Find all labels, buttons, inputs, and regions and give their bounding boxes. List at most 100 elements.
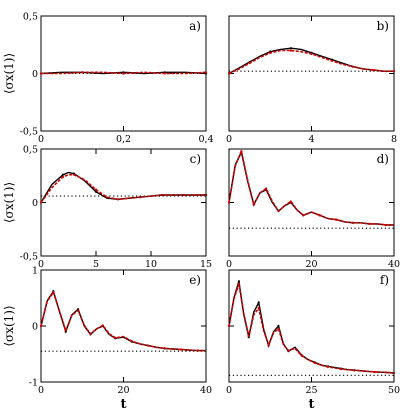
- data-point-red: [227, 72, 231, 75]
- y-tick-label: 0: [32, 69, 38, 80]
- data-point-red: [267, 343, 270, 347]
- data-point-red: [101, 324, 104, 327]
- y-axis-label: ⟨σx(1)⟩: [2, 182, 16, 223]
- x-tick-label: 0,4: [198, 134, 213, 145]
- x-tick-label: 0: [226, 134, 232, 145]
- x-tick-label: 10: [145, 259, 157, 270]
- panel-a: 0 0,2 0,4-0,500,5a)⟨σx(1)⟩: [2, 12, 214, 146]
- data-point-red: [252, 203, 255, 206]
- panel-label: c): [190, 152, 201, 166]
- panel-label: b): [377, 19, 389, 33]
- x-tick-label: 5: [93, 259, 99, 270]
- series-line-black: [40, 171, 206, 203]
- panel-label: d): [377, 152, 389, 166]
- x-tick-label: 20: [305, 259, 317, 270]
- data-point-red: [130, 340, 133, 343]
- data-point-red: [318, 214, 321, 217]
- data-point-black: [237, 280, 240, 283]
- data-point-red: [147, 344, 150, 347]
- data-point-red: [384, 223, 387, 227]
- data-point-black: [289, 47, 292, 50]
- data-point-red: [163, 72, 166, 75]
- data-point-red: [392, 371, 396, 375]
- data-point-red: [64, 329, 67, 332]
- y-axis-label: ⟨σx(1)⟩: [2, 305, 16, 346]
- y-axis-label: ⟨σx(1)⟩: [2, 53, 16, 94]
- panel-label: e): [189, 273, 201, 287]
- data-point-red: [368, 222, 371, 225]
- data-point-black: [61, 173, 65, 176]
- panel-d: 0 20 40 d): [226, 148, 400, 270]
- x-tick-label: 40: [388, 259, 400, 270]
- data-point-black: [257, 301, 260, 304]
- data-point-red: [116, 198, 120, 201]
- x-tick-label: 0: [226, 259, 232, 270]
- data-point-red: [240, 150, 243, 153]
- data-point-red: [351, 65, 354, 68]
- data-point-black: [277, 324, 280, 328]
- y-tick-label: 0,5: [23, 145, 38, 156]
- data-point-red: [313, 361, 316, 365]
- x-tick-label: 15: [200, 259, 212, 270]
- x-tick-label: 0,2: [116, 134, 131, 145]
- y-tick-label: 0: [32, 322, 38, 333]
- data-point-red: [287, 349, 290, 352]
- data-point-red: [392, 70, 396, 73]
- x-tick-label: 50: [388, 385, 400, 396]
- x-tick-label: 8: [391, 134, 397, 145]
- data-point-red: [114, 336, 117, 339]
- data-point-red: [160, 193, 164, 197]
- series-line-black: [228, 150, 394, 226]
- data-point-red: [265, 187, 268, 190]
- data-point-red: [227, 324, 231, 328]
- x-tick-label: 4: [308, 134, 314, 145]
- x-axis-label: t: [308, 397, 314, 412]
- data-point-red: [372, 68, 375, 72]
- data-point-red: [277, 327, 280, 330]
- panel-label: f): [380, 273, 389, 287]
- x-tick-label: 25: [305, 385, 317, 396]
- y-tick-label: 0,5: [23, 12, 38, 23]
- data-point-red: [310, 52, 313, 56]
- panel-frame: [40, 269, 207, 383]
- data-point-red: [331, 59, 334, 62]
- series-line-red: [228, 283, 395, 374]
- y-tick-label: 0: [32, 198, 38, 209]
- data-point-red: [204, 193, 208, 197]
- data-point-red: [138, 196, 142, 199]
- data-point-red: [373, 370, 376, 374]
- data-point-red: [72, 173, 76, 176]
- x-tick-label: 0: [226, 385, 232, 396]
- data-point-red: [353, 369, 356, 372]
- panel-b: 0 4 8 b): [226, 15, 397, 145]
- panel-frame: [228, 15, 395, 132]
- data-point-red: [39, 201, 43, 204]
- data-point-red: [39, 324, 43, 328]
- series-line-black: [40, 289, 206, 352]
- y-tick-label: -1: [29, 378, 38, 389]
- data-point-red: [61, 175, 65, 178]
- data-point-red: [340, 368, 343, 371]
- data-point-red: [277, 209, 280, 213]
- data-point-red: [122, 72, 125, 75]
- data-point-black: [94, 190, 98, 193]
- data-point-red: [302, 214, 305, 217]
- series-line-black: [228, 281, 395, 374]
- series-line-red: [228, 148, 394, 226]
- data-point-red: [77, 309, 80, 312]
- data-point-red: [289, 200, 292, 203]
- data-point-red: [180, 348, 183, 351]
- data-point-red: [81, 71, 84, 74]
- panel-frame: [40, 148, 207, 257]
- data-point-red: [257, 306, 260, 310]
- x-tick-label: 0: [38, 259, 44, 270]
- x-axis-label: t: [120, 397, 126, 412]
- panel-f: 0 25 50 f) t: [226, 269, 400, 412]
- data-point-red: [163, 347, 166, 350]
- series-line-red: [40, 290, 206, 352]
- data-point-red: [300, 354, 303, 357]
- data-point-red: [39, 72, 43, 75]
- data-point-red: [248, 62, 251, 65]
